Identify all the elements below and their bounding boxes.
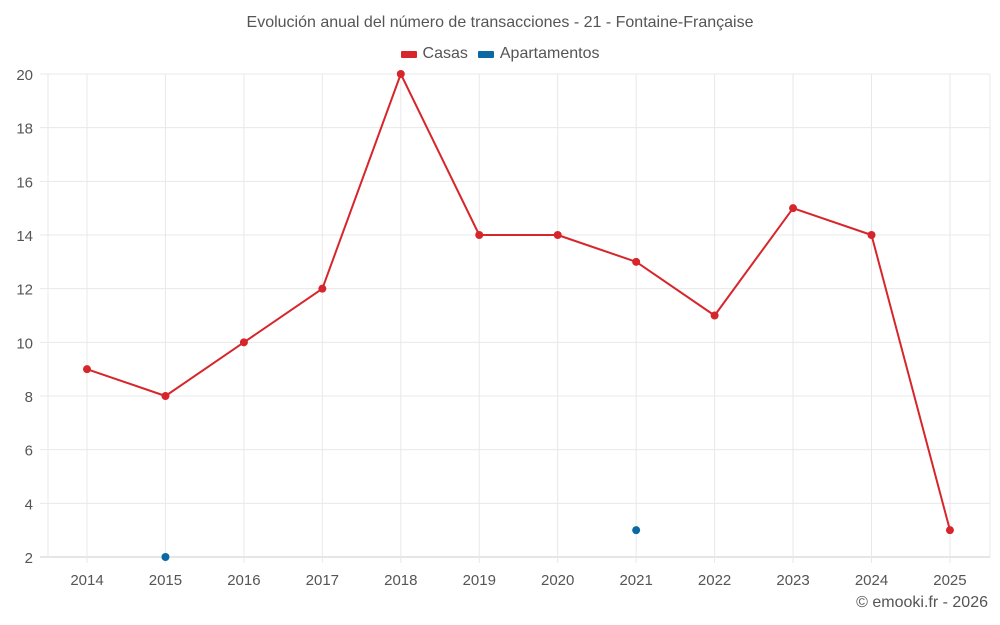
data-point[interactable] xyxy=(789,204,798,213)
y-tick-label: 6 xyxy=(25,443,33,460)
x-tick-label: 2015 xyxy=(149,572,182,589)
data-point[interactable] xyxy=(710,311,719,320)
data-point[interactable] xyxy=(553,231,562,239)
x-tick-label: 2024 xyxy=(855,572,888,589)
x-tick-label: 2023 xyxy=(776,572,809,589)
y-tick-label: 8 xyxy=(25,389,33,406)
legend: Casas Apartamentos xyxy=(0,45,1000,63)
x-tick-label: 2020 xyxy=(541,572,574,589)
data-point[interactable] xyxy=(318,284,327,293)
x-tick-label: 2017 xyxy=(306,572,339,589)
data-point[interactable] xyxy=(945,526,954,535)
data-point[interactable] xyxy=(83,365,91,374)
y-tick-label: 2 xyxy=(25,550,33,567)
data-point[interactable] xyxy=(867,231,876,239)
credit-text: © emooki.fr - 2026 xyxy=(856,594,988,611)
grid xyxy=(40,73,991,563)
x-tick-label: 2018 xyxy=(384,572,417,589)
y-tick-label: 12 xyxy=(16,282,33,299)
x-tick-label: 2022 xyxy=(698,572,731,589)
data-point[interactable] xyxy=(632,526,641,535)
y-tick-label: 20 xyxy=(16,67,33,84)
x-tick-label: 2016 xyxy=(227,572,260,589)
series-layer xyxy=(83,70,954,561)
x-tick-label: 2021 xyxy=(619,572,652,589)
legend-item-apartamentos[interactable]: Apartamentos xyxy=(477,45,600,63)
data-point[interactable] xyxy=(475,231,484,239)
y-tick-label: 14 xyxy=(16,228,33,245)
x-tick-label: 2025 xyxy=(933,572,966,589)
axes: 2 4 6 8 10 12 14 16 18 20 2014 2015 2016 2017 2018 2019… xyxy=(16,67,966,589)
legend-label-casas: Casas xyxy=(422,45,468,62)
y-tick-label: 18 xyxy=(16,121,33,138)
data-point[interactable] xyxy=(396,70,405,78)
legend-swatch-casas xyxy=(400,50,417,58)
legend-swatch-apartamentos xyxy=(477,50,494,58)
legend-label-apartamentos: Apartamentos xyxy=(499,45,600,62)
legend-item-casas[interactable]: Casas xyxy=(400,45,468,63)
y-tick-label: 10 xyxy=(16,335,33,352)
x-tick-label: 2014 xyxy=(70,572,103,589)
data-point[interactable] xyxy=(161,553,170,561)
data-point[interactable] xyxy=(239,338,248,347)
chart-title: Evolución anual del número de transaccio… xyxy=(246,14,754,31)
series-line xyxy=(86,73,951,531)
data-point[interactable] xyxy=(161,392,170,400)
y-tick-label: 16 xyxy=(16,174,33,191)
data-point[interactable] xyxy=(632,257,641,266)
x-tick-label: 2019 xyxy=(463,572,496,589)
y-tick-label: 4 xyxy=(25,496,33,513)
